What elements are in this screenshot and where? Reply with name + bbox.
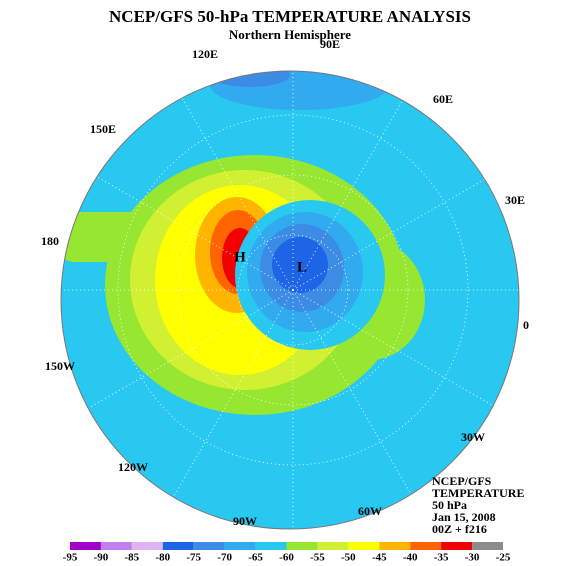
colorbar-tick-label: -90 bbox=[94, 552, 109, 564]
longitude-label: 150W bbox=[45, 359, 75, 373]
longitude-label: 180 bbox=[41, 234, 59, 248]
subtitle: Northern Hemisphere bbox=[229, 27, 351, 42]
colorbar-tick-label: -65 bbox=[248, 552, 263, 564]
info-line: NCEP/GFS bbox=[432, 474, 492, 488]
colorbar-tick-label: -70 bbox=[217, 552, 232, 564]
info-line: TEMPERATURE bbox=[432, 486, 524, 500]
colorbar-tick-label: -50 bbox=[341, 552, 356, 564]
graticule bbox=[172, 289, 294, 499]
colorbar-segment bbox=[410, 542, 442, 550]
longitude-label: 30E bbox=[505, 193, 525, 207]
colorbar-segment bbox=[286, 542, 318, 550]
colorbar-segment bbox=[131, 542, 163, 550]
map-border bbox=[60, 70, 520, 530]
colorbar-tick-label: -60 bbox=[279, 552, 294, 564]
colorbar-segment bbox=[70, 542, 101, 550]
colorbar-tick-label: -30 bbox=[465, 552, 480, 564]
graticule bbox=[237, 234, 349, 346]
colorbar-segment bbox=[348, 542, 380, 550]
colorbar-tick-label: -45 bbox=[372, 552, 387, 564]
longitude-label: 90E bbox=[320, 37, 340, 51]
colorbar-tick-label: -75 bbox=[186, 552, 201, 564]
low-label: L bbox=[297, 259, 307, 275]
colorbar-segment bbox=[100, 542, 132, 550]
map-field: HL bbox=[61, 71, 519, 529]
title: NCEP/GFS 50-hPa TEMPERATURE ANALYSIS bbox=[109, 7, 471, 26]
graticule bbox=[117, 114, 469, 466]
colorbar-tick-label: -55 bbox=[310, 552, 325, 564]
info-line: 50 hPa bbox=[432, 498, 467, 512]
colorbar-segment bbox=[379, 542, 411, 550]
graticule bbox=[292, 289, 414, 499]
colorbar-segment bbox=[224, 542, 256, 550]
longitude-label: 0 bbox=[523, 318, 529, 332]
graticule bbox=[292, 289, 502, 411]
graticule bbox=[292, 169, 502, 291]
info-line: 00Z + f216 bbox=[432, 522, 487, 536]
colorbar-tick-label: -85 bbox=[125, 552, 140, 564]
colorbar-segment bbox=[162, 542, 194, 550]
graticule bbox=[172, 81, 294, 291]
colorbar-segment bbox=[472, 542, 503, 550]
longitude-label: 120W bbox=[118, 460, 148, 474]
field-region bbox=[272, 237, 328, 293]
field-region bbox=[210, 71, 290, 87]
longitude-label: 120E bbox=[192, 47, 218, 61]
graticule bbox=[292, 81, 414, 291]
graticule bbox=[177, 174, 409, 406]
longitude-label: 60W bbox=[358, 504, 382, 518]
graticule bbox=[84, 169, 294, 291]
longitude-label: 60E bbox=[433, 92, 453, 106]
colorbar-segment bbox=[255, 542, 287, 550]
colorbar-segment bbox=[317, 542, 349, 550]
colorbar-segment bbox=[441, 542, 473, 550]
high-label: H bbox=[234, 249, 246, 265]
info-line: Jan 15, 2008 bbox=[432, 510, 496, 524]
graticule bbox=[84, 289, 294, 411]
colorbar-tick-label: -40 bbox=[403, 552, 418, 564]
colorbar-segment bbox=[193, 542, 225, 550]
longitude-label: 90W bbox=[233, 514, 257, 528]
longitude-label: 150E bbox=[90, 122, 116, 136]
colorbar-tick-label: -25 bbox=[496, 552, 511, 564]
colorbar-tick-label: -95 bbox=[63, 552, 78, 564]
longitude-label: 30W bbox=[461, 430, 485, 444]
colorbar-tick-label: -35 bbox=[434, 552, 449, 564]
colorbar-tick-label: -80 bbox=[155, 552, 170, 564]
